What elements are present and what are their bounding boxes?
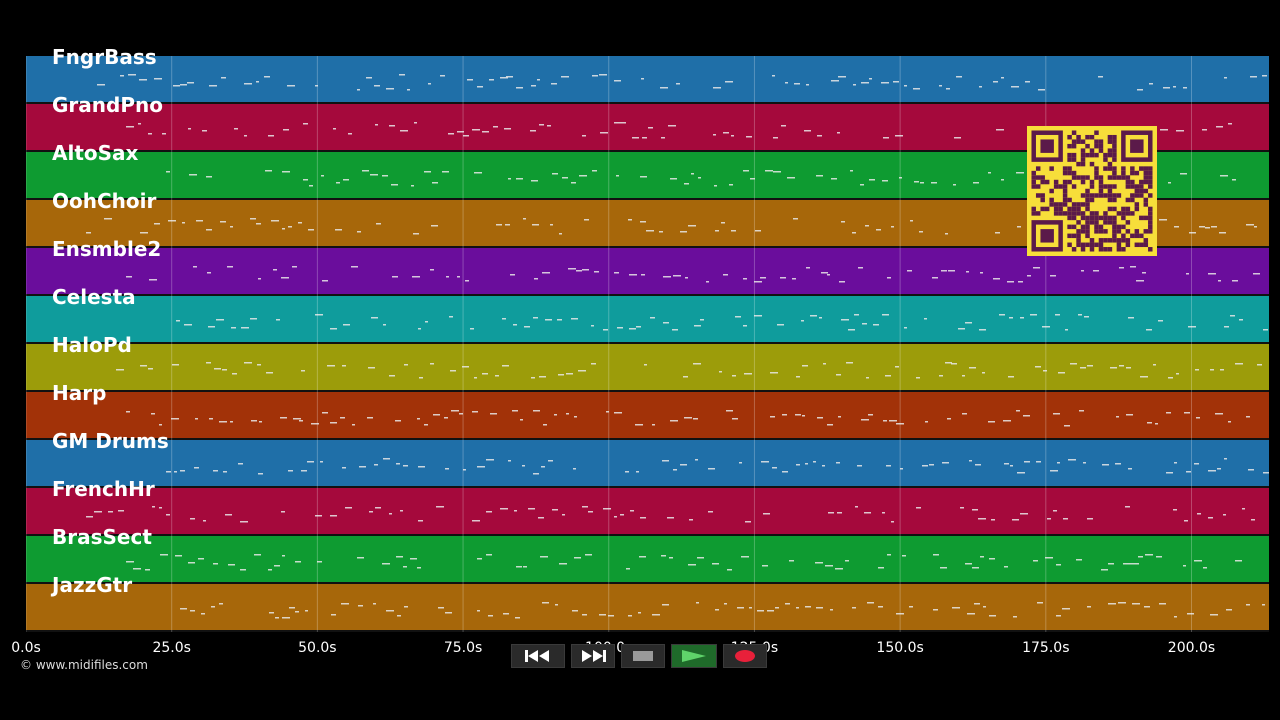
track-lane[interactable]: FngrBass bbox=[26, 45, 1269, 104]
note-marks bbox=[180, 602, 1265, 619]
copyright-text: © www.midifiles.com bbox=[20, 658, 148, 672]
note-marks bbox=[86, 506, 1255, 523]
track-lane[interactable]: BrasSect bbox=[26, 525, 1269, 584]
track-name: FrenchHr bbox=[52, 477, 155, 501]
track-lane[interactable]: JazzGtr bbox=[26, 573, 1269, 632]
fast-forward-icon bbox=[582, 650, 606, 662]
time-tick-label: 150.0s bbox=[876, 640, 924, 656]
track-lane[interactable]: Ensmble2 bbox=[26, 237, 1269, 296]
stop-icon bbox=[633, 651, 653, 661]
track-name: GM Drums bbox=[52, 429, 169, 453]
note-marks bbox=[126, 554, 1242, 571]
note-marks bbox=[166, 458, 1269, 475]
time-tick-label: 50.0s bbox=[298, 640, 337, 656]
time-tick-label: 75.0s bbox=[443, 640, 483, 656]
stop-button[interactable] bbox=[621, 644, 665, 668]
track-name: BrasSect bbox=[52, 525, 152, 549]
play-button[interactable] bbox=[671, 644, 717, 668]
record-button[interactable] bbox=[723, 644, 767, 668]
time-tick-label: 25.0s bbox=[152, 640, 191, 656]
note-marks bbox=[97, 74, 1267, 91]
fast-forward-button[interactable] bbox=[571, 644, 615, 668]
track-name: FngrBass bbox=[52, 45, 157, 69]
record-icon bbox=[735, 650, 755, 662]
track-name: Harp bbox=[52, 381, 107, 405]
track-lane[interactable]: FrenchHr bbox=[26, 477, 1269, 536]
track-name: OohChoir bbox=[52, 189, 157, 213]
note-marks bbox=[166, 170, 1236, 187]
rewind-icon bbox=[525, 650, 549, 662]
track-name: AltoSax bbox=[52, 141, 139, 165]
qr-code[interactable] bbox=[1027, 126, 1157, 256]
qr-code-icon bbox=[1031, 130, 1153, 252]
note-marks bbox=[116, 362, 1262, 379]
track-lane[interactable]: GM Drums bbox=[26, 429, 1269, 488]
track-name: Celesta bbox=[52, 285, 136, 309]
track-name: GrandPno bbox=[52, 93, 163, 117]
note-marks bbox=[126, 266, 1260, 283]
transport-controls bbox=[511, 644, 767, 668]
track-lane[interactable]: Celesta bbox=[26, 285, 1269, 344]
time-tick-label: 200.0s bbox=[1167, 640, 1216, 656]
track-name: JazzGtr bbox=[52, 573, 133, 597]
note-marks bbox=[86, 218, 1257, 235]
track-name: HaloPd bbox=[52, 333, 132, 357]
track-name: Ensmble2 bbox=[52, 237, 162, 261]
track-lane[interactable]: HaloPd bbox=[26, 333, 1269, 392]
time-tick-label: 175.0s bbox=[1022, 640, 1070, 656]
track-lane[interactable]: Harp bbox=[26, 381, 1269, 440]
note-marks bbox=[176, 314, 1268, 331]
play-icon bbox=[682, 650, 706, 662]
rewind-button[interactable] bbox=[511, 644, 565, 668]
time-tick-label: 0.0s bbox=[11, 640, 41, 656]
note-marks bbox=[126, 410, 1250, 427]
